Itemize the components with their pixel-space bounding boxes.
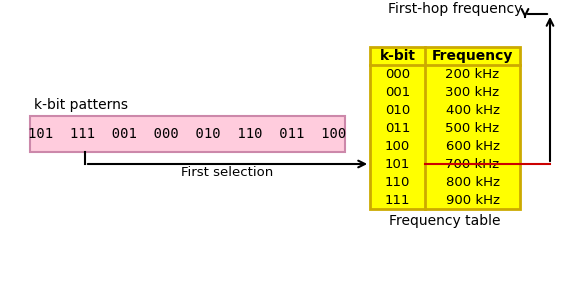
- Text: 400 kHz: 400 kHz: [445, 103, 499, 116]
- Text: First-hop frequency: First-hop frequency: [388, 2, 522, 16]
- Text: Frequency table: Frequency table: [389, 214, 501, 228]
- Text: 800 kHz: 800 kHz: [445, 175, 499, 188]
- Text: 001: 001: [385, 85, 410, 98]
- Text: 101  111  001  000  010  110  011  100: 101 111 001 000 010 110 011 100: [28, 127, 347, 141]
- Text: 000: 000: [385, 67, 410, 80]
- Text: 200 kHz: 200 kHz: [445, 67, 499, 80]
- Text: Frequency: Frequency: [432, 49, 513, 63]
- Text: 100: 100: [385, 140, 410, 153]
- Text: 700 kHz: 700 kHz: [445, 158, 499, 171]
- Text: 011: 011: [385, 122, 410, 135]
- Text: 900 kHz: 900 kHz: [445, 193, 499, 206]
- Text: 300 kHz: 300 kHz: [445, 85, 499, 98]
- Text: 010: 010: [385, 103, 410, 116]
- Text: 600 kHz: 600 kHz: [445, 140, 499, 153]
- Text: 500 kHz: 500 kHz: [445, 122, 499, 135]
- Bar: [30, 116, 345, 152]
- Text: 111: 111: [385, 193, 410, 206]
- Text: k-bit: k-bit: [379, 49, 415, 63]
- Bar: [370, 47, 520, 209]
- Text: k-bit patterns: k-bit patterns: [34, 98, 128, 112]
- Text: First selection: First selection: [182, 166, 274, 179]
- Text: 101: 101: [385, 158, 410, 171]
- Text: 110: 110: [385, 175, 410, 188]
